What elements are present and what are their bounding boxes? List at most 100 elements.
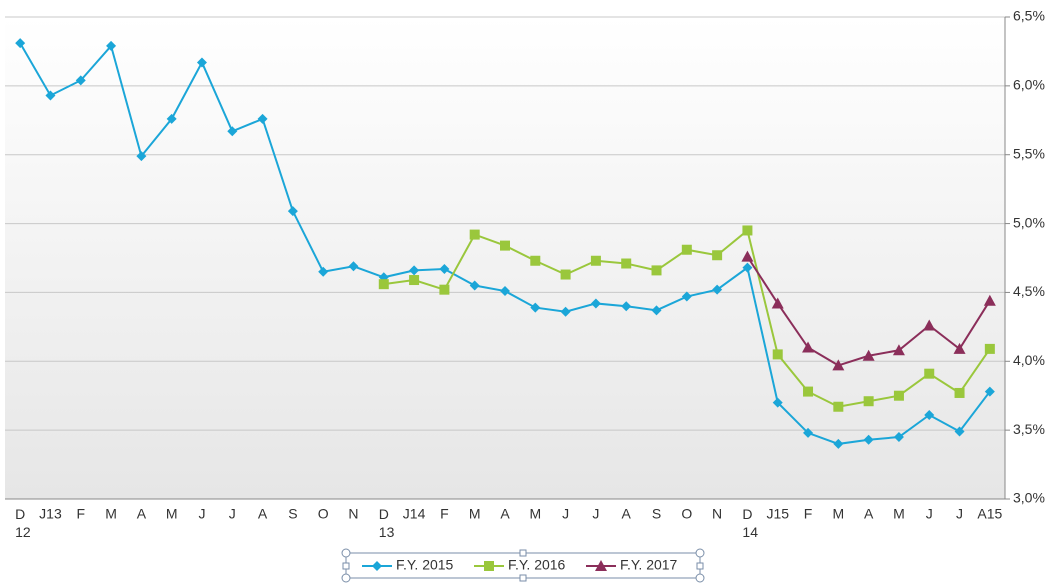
data-point <box>863 434 874 445</box>
x-tick-label: M <box>469 506 481 522</box>
data-point <box>742 262 753 273</box>
x-tick-label: A15 <box>977 506 1002 522</box>
x-tick-label: F <box>76 506 85 522</box>
data-point <box>560 306 571 317</box>
data-point <box>530 302 541 313</box>
data-point <box>560 269 571 280</box>
plot-area <box>5 17 1005 499</box>
data-point <box>863 396 874 407</box>
data-point <box>954 426 965 437</box>
data-point <box>439 284 450 295</box>
x-tick-label: O <box>681 506 692 522</box>
x-tick-label: N <box>348 506 358 522</box>
selection-handle <box>519 574 527 582</box>
data-point <box>924 368 935 379</box>
data-point <box>257 113 268 124</box>
x-tick-label: J13 <box>39 506 62 522</box>
data-point <box>136 151 147 162</box>
data-point <box>954 387 965 398</box>
data-point <box>621 258 632 269</box>
data-point <box>227 126 238 137</box>
x-tick-label: J <box>229 506 236 522</box>
data-point <box>893 390 904 401</box>
legend-marker <box>484 561 494 571</box>
data-point <box>378 279 389 290</box>
data-point <box>409 265 420 276</box>
data-point <box>802 341 815 353</box>
x-tick-label: S <box>652 506 661 522</box>
data-point <box>953 342 966 354</box>
data-point <box>742 225 753 236</box>
x-tick-label: F <box>804 506 813 522</box>
selection-handle <box>695 548 705 558</box>
y-tick-label: 3,0% <box>1013 490 1045 506</box>
data-point <box>772 349 783 360</box>
data-point <box>984 343 995 354</box>
x-tick-label: F <box>440 506 449 522</box>
x-tick-label: J15 <box>766 506 789 522</box>
legend-marker <box>595 560 607 571</box>
y-tick-label: 5,5% <box>1013 145 1045 161</box>
data-point <box>166 113 177 124</box>
x-tick-label: M <box>529 506 541 522</box>
data-point <box>984 386 995 397</box>
data-point <box>983 294 996 306</box>
x-tick-label: O <box>318 506 329 522</box>
x-tick-label: A <box>258 506 268 522</box>
x-tick-label: J <box>926 506 933 522</box>
data-point <box>500 286 510 297</box>
x-tick-label: D 12 <box>15 506 31 540</box>
selection-handle <box>341 573 351 583</box>
x-tick-label: J <box>562 506 569 522</box>
y-tick-label: 3,5% <box>1013 421 1045 437</box>
x-tick-label: M <box>893 506 905 522</box>
data-point <box>651 305 662 316</box>
legend-marker <box>372 561 382 571</box>
y-tick-label: 4,5% <box>1013 283 1045 299</box>
x-tick-label: M <box>832 506 844 522</box>
legend-label: F.Y. 2017 <box>620 557 678 573</box>
data-point <box>832 359 845 371</box>
selection-handle <box>696 562 704 570</box>
data-point <box>500 240 510 251</box>
data-point <box>803 386 814 397</box>
x-tick-label: D 13 <box>379 506 395 540</box>
x-tick-label: A <box>137 506 147 522</box>
data-point <box>469 280 480 291</box>
selection-handle <box>519 549 527 557</box>
y-tick-label: 5,0% <box>1013 214 1045 230</box>
data-point <box>771 297 784 309</box>
data-point <box>409 275 420 286</box>
x-tick-label: A <box>500 506 510 522</box>
x-tick-label: A <box>622 506 632 522</box>
data-point <box>712 250 723 261</box>
x-tick-label: D 14 <box>742 506 758 540</box>
x-tick-label: J <box>198 506 205 522</box>
data-point <box>469 229 480 240</box>
data-point <box>681 244 692 255</box>
data-point <box>833 401 844 412</box>
x-tick-label: M <box>166 506 178 522</box>
data-point <box>45 90 56 101</box>
selection-handle <box>341 548 351 558</box>
x-tick-label: J <box>592 506 599 522</box>
data-point <box>741 250 754 262</box>
x-tick-label: M <box>105 506 117 522</box>
data-point <box>712 284 723 295</box>
data-point <box>923 319 936 331</box>
data-point <box>833 438 844 449</box>
data-point <box>439 264 450 275</box>
data-point <box>893 432 904 443</box>
x-tick-label: J <box>956 506 963 522</box>
x-tick-label: J14 <box>403 506 426 522</box>
x-tick-label: A <box>864 506 874 522</box>
y-tick-label: 6,0% <box>1013 77 1045 93</box>
x-tick-label: N <box>712 506 722 522</box>
data-point <box>772 397 783 408</box>
data-point <box>530 255 541 266</box>
data-point <box>106 40 117 51</box>
x-tick-label: S <box>288 506 297 522</box>
y-tick-label: 4,0% <box>1013 352 1045 368</box>
data-point <box>15 38 26 49</box>
